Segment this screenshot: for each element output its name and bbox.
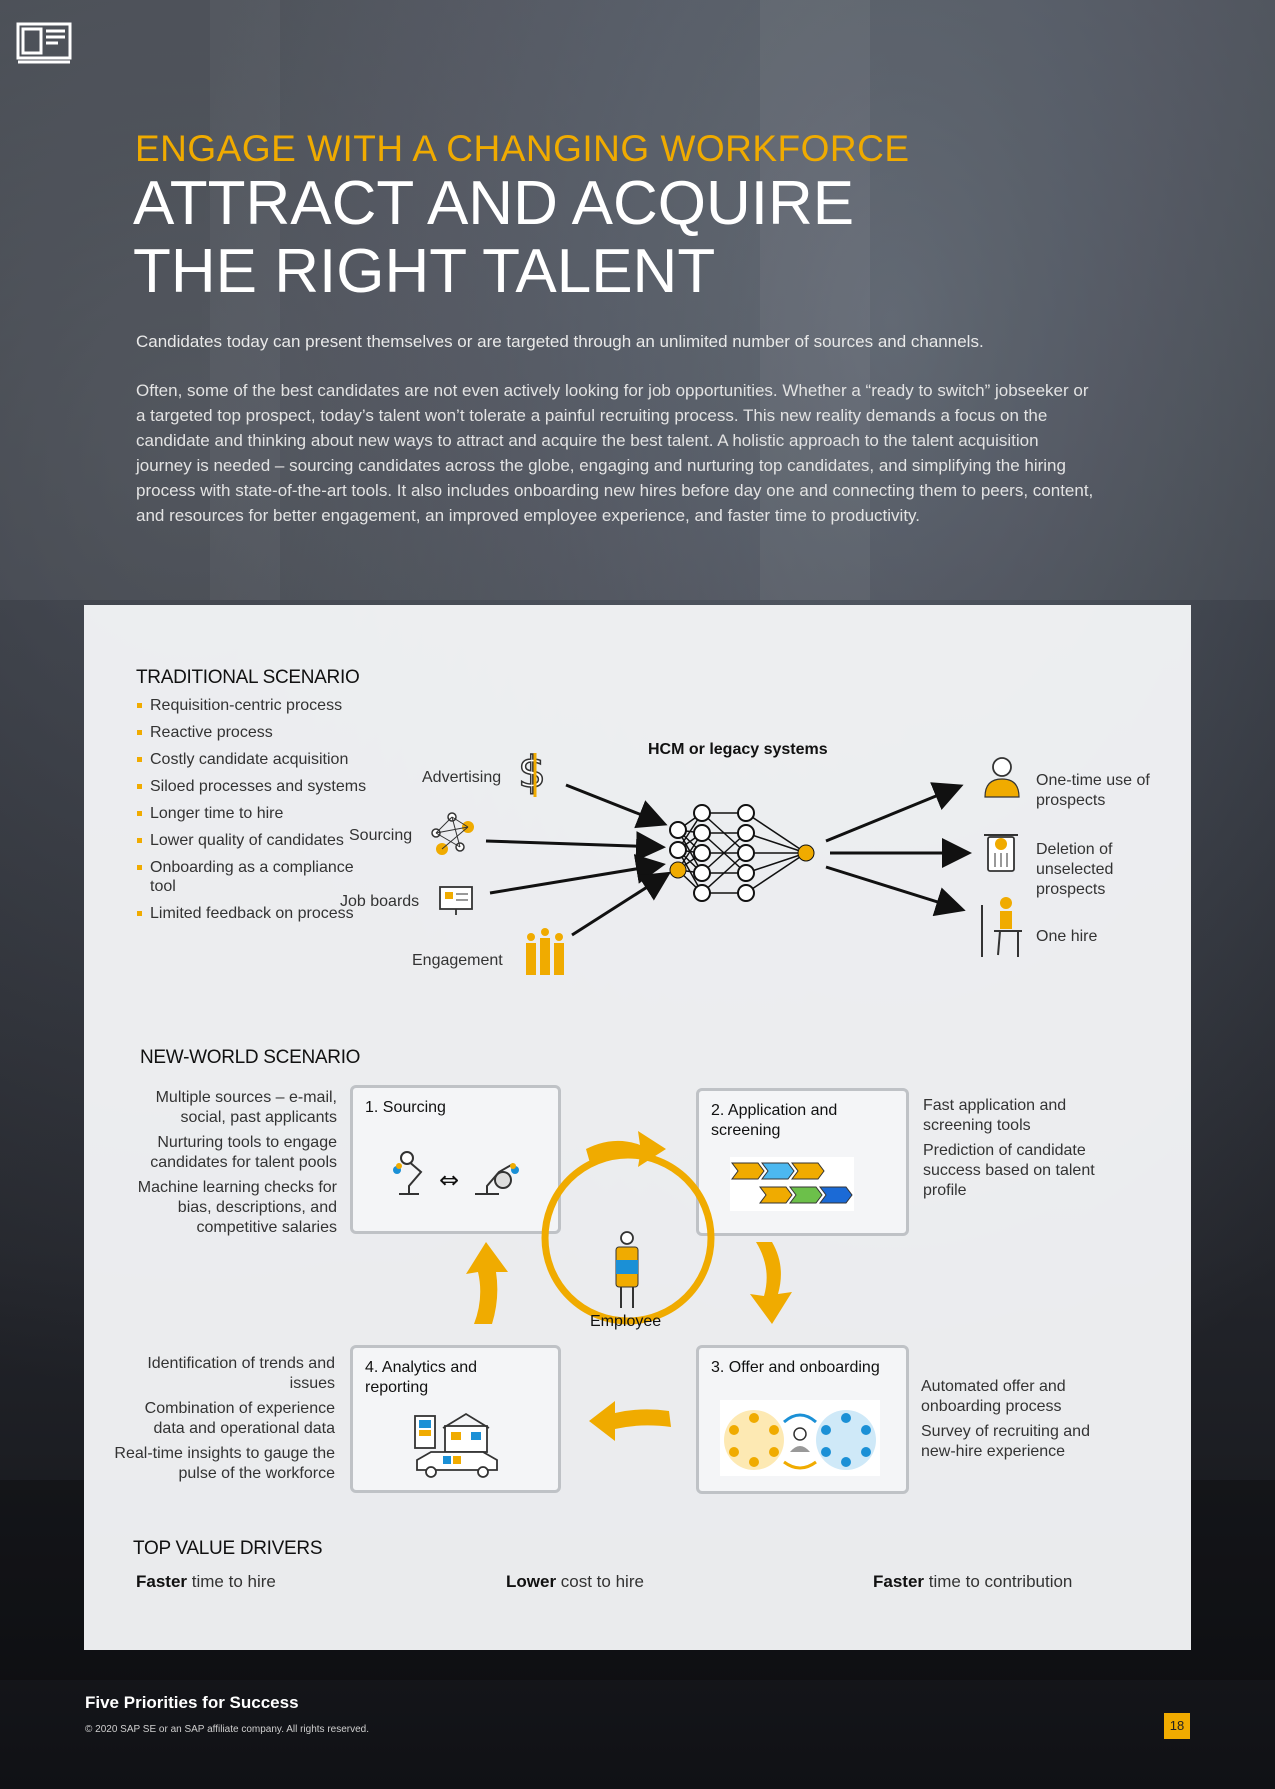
list-item: Costly candidate acquisition [137,750,377,769]
list-item: Lower quality of candidates [137,831,377,850]
arrow-left-icon [589,1401,671,1441]
svg-text:$: $ [518,747,546,798]
driver-bold: Faster [873,1572,925,1591]
process-chevrons-icon [730,1157,854,1211]
sourcing-notes: Multiple sources – e-mail, social, past … [110,1088,337,1243]
background-pillar [210,0,280,600]
driver-text: time to contribution [924,1572,1073,1591]
page-number: 18 [1164,1713,1190,1739]
sourcing-note: Nurturing tools to engage candidates for… [150,1134,337,1171]
employee-label: Employee [590,1313,662,1330]
output-label-one-hire: One hire [1036,928,1098,945]
intro-lead: Candidates today can present themselves … [136,332,984,351]
list-item: Onboarding as a compliance tool [137,858,377,896]
dollar-icon: $ [517,746,547,799]
analytics-note: Real-time insights to gauge the pulse of… [114,1445,335,1482]
step-analytics: 4. Analytics and reporting [350,1345,561,1493]
step-application: 2. Application and screening [696,1088,909,1236]
arrow-right-icon [586,1131,666,1167]
network-icon [431,812,474,855]
value-driver-1: Faster time to hire [136,1572,276,1592]
neural-network-icon [669,804,815,902]
input-label-sourcing: Sourcing [349,827,413,844]
title-line-1: ATTRACT AND ACQUIRE [133,169,855,238]
background-pillar [760,0,870,600]
list-item: Siloed processes and systems [137,777,377,796]
input-label-job-boards: Job boards [340,893,420,910]
step-title: 2. Application and screening [711,1102,838,1139]
step-title: 3. Offer and onboarding [711,1359,880,1376]
analytics-dashboard-icon [414,1412,498,1478]
arrow-down-icon [750,1242,792,1324]
traditional-diagram: $ [431,746,1022,975]
offer-notes: Automated offer and onboarding process S… [921,1377,1121,1467]
step-title: 1. Sourcing [365,1099,446,1116]
intro-body: Often, some of the best candidates are n… [136,381,1094,525]
svg-text:⇔: ⇔ [439,1166,459,1194]
page-title: ATTRACT AND ACQUIRE THE RIGHT TALENT [133,170,854,306]
list-item: Longer time to hire [137,804,377,823]
offer-note: Automated offer and onboarding process [921,1378,1066,1415]
step-sourcing: 1. Sourcing ⇔ [350,1085,561,1234]
output-label-deletion: Deletion of unselected prospects [1036,841,1114,898]
analytics-note: Combination of experience data and opera… [144,1400,335,1437]
input-label-engagement: Engagement [412,952,503,969]
application-note: Prediction of candidate success based on… [923,1142,1095,1199]
application-note: Fast application and screening tools [923,1097,1067,1134]
traditional-list: Requisition-centric process Reactive pro… [137,696,377,931]
robot-arms-icon: ⇔ [393,1151,519,1195]
output-label-one-time: One-time use of prospects [1036,772,1150,809]
step-offer: 3. Offer and onboarding [696,1345,909,1494]
document-icon[interactable] [16,20,72,64]
title-line-2: THE RIGHT TALENT [133,237,716,306]
employee-cycle-graphic [541,1151,715,1325]
analytics-note: Identification of trends and issues [147,1355,335,1392]
trash-icon [984,834,1018,872]
value-driver-3: Faster time to contribution [873,1572,1072,1592]
sourcing-note: Machine learning checks for bias, descri… [137,1179,337,1236]
application-notes: Fast application and screening tools Pre… [923,1096,1123,1206]
sourcing-note: Multiple sources – e-mail, social, past … [155,1089,337,1126]
step-title: 4. Analytics and reporting [365,1359,478,1396]
job-board-icon [439,886,473,915]
value-drivers-heading: TOP VALUE DRIVERS [133,1538,323,1559]
footer-copyright: © 2020 SAP SE or an SAP affiliate compan… [85,1724,370,1735]
footer-title: Five Priorities for Success [85,1693,299,1712]
analytics-notes: Identification of trends and issues Comb… [110,1354,335,1489]
value-driver-2: Lower cost to hire [506,1572,644,1592]
list-item: Limited feedback on process [137,904,377,923]
offer-note: Survey of recruiting and new-hire experi… [921,1423,1090,1460]
onboarding-cycle-icon [720,1400,880,1476]
section-kicker: ENGAGE WITH A CHANGING WORKFORCE [135,128,910,169]
driver-text: time to hire [187,1572,276,1591]
list-item: Requisition-centric process [137,696,377,715]
employee-icon [615,1231,639,1308]
driver-bold: Faster [136,1572,188,1591]
new-world-heading: NEW-WORLD SCENARIO [140,1047,361,1068]
input-label-advertising: Advertising [422,769,502,786]
driver-bold: Lower [506,1572,557,1591]
list-item: Reactive process [137,723,377,742]
arrow-up-icon [466,1242,508,1324]
traditional-heading: TRADITIONAL SCENARIO [136,667,360,688]
hub-label: HCM or legacy systems [648,741,828,758]
people-icon [526,928,564,975]
driver-text: cost to hire [556,1572,644,1591]
background-photo [0,0,1275,600]
desk-worker-icon [981,897,1022,957]
person-profile-icon [984,757,1020,798]
